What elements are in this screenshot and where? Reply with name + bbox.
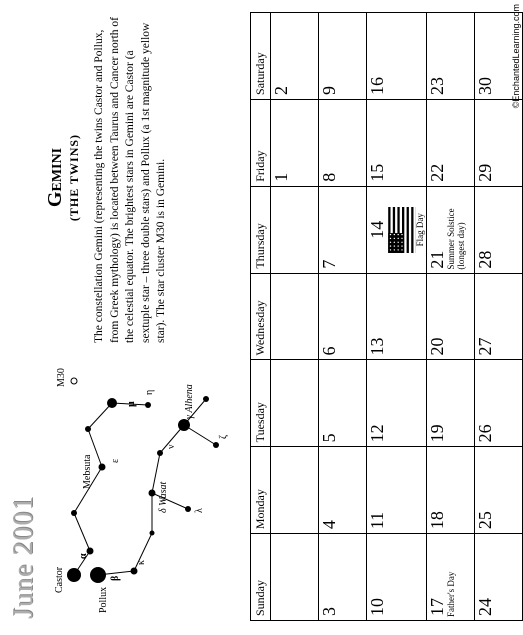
weekday-header: Monday [251, 447, 271, 534]
calendar-page: June 2001 [0, 0, 523, 635]
calendar-cell: 11 [367, 447, 427, 534]
day-number: 27 [475, 274, 495, 360]
calendar-cell [271, 534, 319, 621]
weekday-header: Tuesday [251, 360, 271, 447]
calendar-cell: 5 [319, 360, 367, 447]
upper-section: Castor Pollux Mebsuta M30 δ Wasat γ Alhe… [44, 12, 244, 621]
calendar-cell: 9 [319, 13, 367, 100]
label-castor: Castor [54, 566, 65, 593]
calendar-cell: 13 [367, 273, 427, 360]
weekday-header: Saturday [251, 13, 271, 100]
svg-text:λ: λ [194, 508, 205, 513]
calendar-cell [271, 186, 319, 273]
weekday-header: Wednesday [251, 273, 271, 360]
day-number: 5 [319, 360, 339, 446]
svg-text:κ: κ [136, 560, 147, 565]
copyright: ©EnchantedLearning.com [511, 4, 521, 108]
day-number: 1 [271, 100, 291, 186]
calendar-grid: SundayMondayTuesdayWednesdayThursdayFrid… [250, 12, 523, 621]
calendar-cell: 21Summer Solstice (longest day) [426, 186, 474, 273]
day-number: 16 [367, 13, 387, 99]
day-number: 8 [319, 100, 339, 186]
weekday-header: Friday [251, 99, 271, 186]
day-number: 18 [427, 447, 447, 533]
calendar-cell: 15 [367, 99, 427, 186]
day-number: 23 [427, 13, 447, 99]
calendar-cell: 22 [426, 99, 474, 186]
calendar-cell: 23 [426, 13, 474, 100]
day-number: 12 [367, 360, 387, 446]
label-m30: M30 [56, 368, 67, 387]
day-number: 9 [319, 13, 339, 99]
svg-text:μ: μ [126, 401, 137, 407]
day-number: 17 [427, 534, 447, 620]
day-number: 19 [427, 360, 447, 446]
calendar-cell: 2 [271, 13, 319, 100]
constellation-name: Gemini [44, 12, 67, 343]
svg-text:β: β [110, 576, 121, 581]
calendar-cell: 6 [319, 273, 367, 360]
constellation-diagram: Castor Pollux Mebsuta M30 δ Wasat γ Alhe… [44, 361, 244, 621]
calendar-cell: 1 [271, 99, 319, 186]
calendar-cell: 20 [426, 273, 474, 360]
day-number: 15 [367, 100, 387, 186]
calendar-cell: 19 [426, 360, 474, 447]
day-number: 25 [475, 447, 495, 533]
constellation-subtitle: (THE TWINS) [67, 12, 82, 343]
calendar-cell: 29 [474, 99, 522, 186]
day-event: Flag Day [416, 187, 426, 273]
day-event: Summer Solstice (longest day) [447, 187, 467, 273]
info-column: Gemini (THE TWINS) The constellation Gem… [44, 12, 244, 343]
weekday-header: Thursday [251, 186, 271, 273]
calendar-cell: 14 Flag Day [367, 186, 427, 273]
svg-text:ζ: ζ [218, 435, 229, 439]
day-number: 3 [319, 534, 339, 620]
day-number: 6 [319, 274, 339, 360]
calendar-cell: 10 [367, 534, 427, 621]
calendar-cell: 24 [474, 534, 522, 621]
calendar-cell: 16 [367, 13, 427, 100]
day-number: 2 [271, 13, 291, 99]
calendar-cell [271, 273, 319, 360]
calendar-cell: 12 [367, 360, 427, 447]
label-wasat: δ Wasat [158, 482, 169, 513]
calendar-cell: 7 [319, 186, 367, 273]
day-number: 22 [427, 100, 447, 186]
day-number: 28 [475, 187, 495, 273]
day-number: 24 [475, 534, 495, 620]
calendar-cell [271, 447, 319, 534]
day-number: 14 [367, 187, 387, 273]
calendar-cell: 25 [474, 447, 522, 534]
calendar-cell [271, 360, 319, 447]
calendar-cell: 8 [319, 99, 367, 186]
day-number: 7 [319, 187, 339, 273]
label-alhena: γ Alhena [184, 384, 195, 419]
svg-text:η: η [144, 390, 155, 395]
day-number: 10 [367, 534, 387, 620]
day-number: 26 [475, 360, 495, 446]
svg-text:α: α [78, 553, 89, 559]
day-number: 11 [367, 447, 387, 533]
calendar-cell: 18 [426, 447, 474, 534]
calendar-cell: 17Father's Day [426, 534, 474, 621]
svg-text:ε: ε [110, 459, 121, 463]
calendar-cell: 4 [319, 447, 367, 534]
day-number: 20 [427, 274, 447, 360]
calendar-cell: 27 [474, 273, 522, 360]
day-number: 29 [475, 100, 495, 186]
day-number: 4 [319, 447, 339, 533]
day-number: 21 [427, 187, 447, 273]
day-event: Father's Day [447, 534, 457, 620]
constellation-description: The constellation Gemini (representing t… [92, 12, 170, 343]
calendar-cell: 28 [474, 186, 522, 273]
calendar-cell: 3 [319, 534, 367, 621]
day-number: 13 [367, 274, 387, 360]
calendar-cell: 26 [474, 360, 522, 447]
weekday-header: Sunday [251, 534, 271, 621]
label-mebsuta: Mebsuta [82, 454, 93, 489]
month-title: June 2001 [8, 12, 40, 619]
day-number: 30 [475, 13, 495, 99]
label-pollux: Pollux [98, 587, 109, 613]
svg-text:ν: ν [166, 444, 177, 449]
